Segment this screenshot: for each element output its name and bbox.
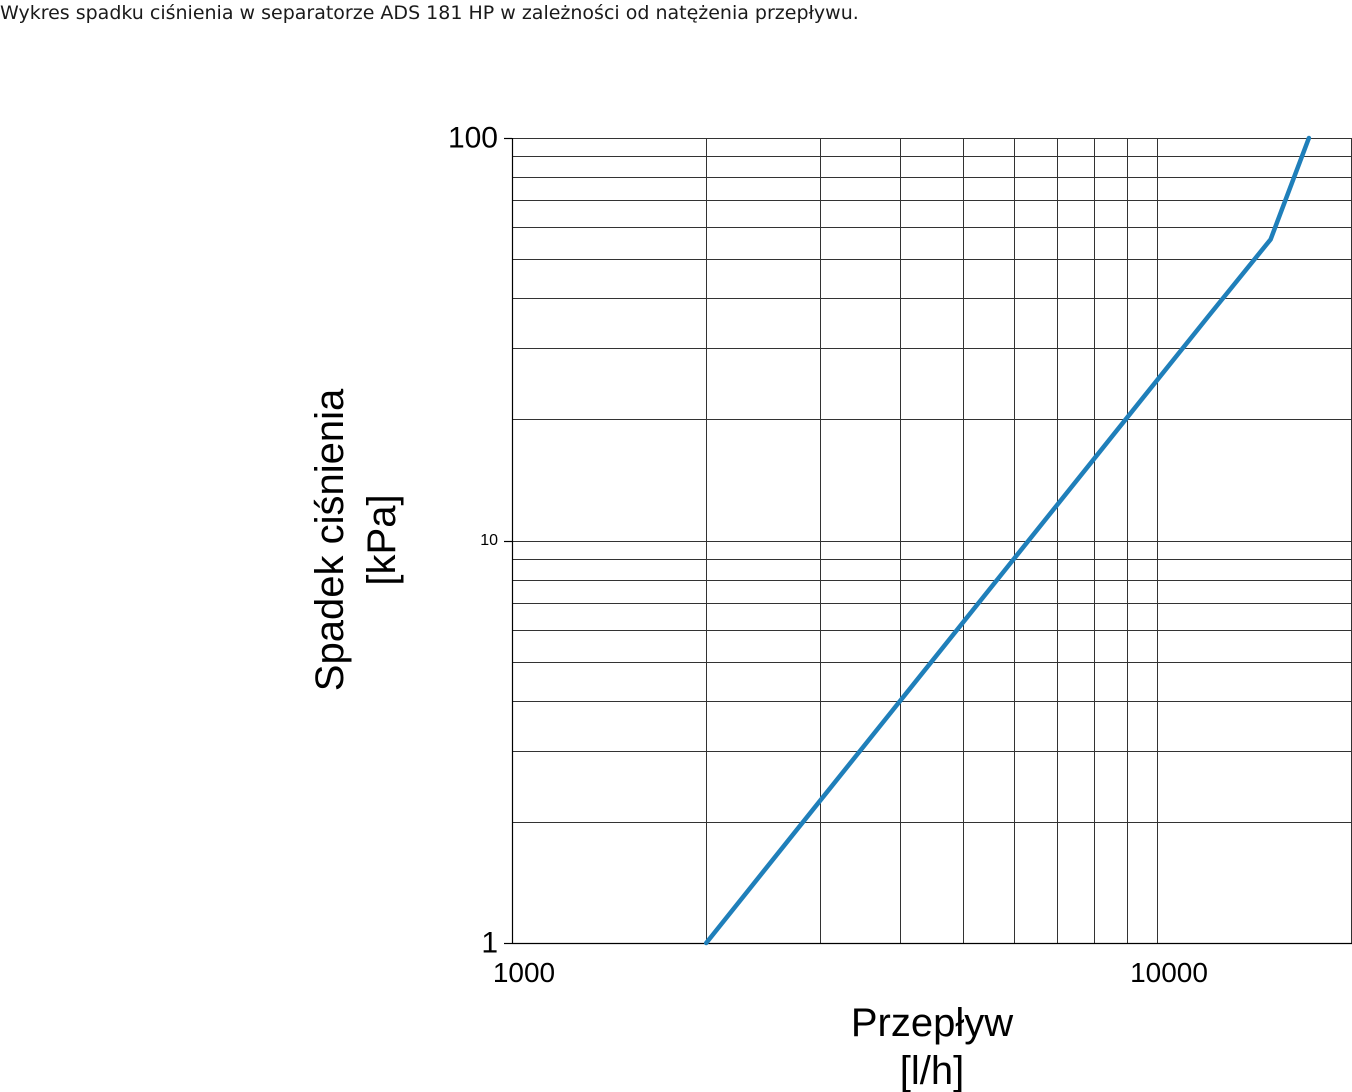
x-axis-title: Przepływ bbox=[851, 1001, 1013, 1045]
chart-caption: Wykres spadku ciśnienia w separatorze AD… bbox=[0, 2, 859, 24]
axis-titles: Przepływ[l/h] Spadek ciśnienia [kPa] bbox=[308, 388, 1013, 1092]
x-tick-label: 1000 bbox=[493, 957, 555, 988]
series-line bbox=[703, 135, 1312, 946]
series-layer bbox=[703, 135, 1312, 946]
x-tick-label: 10000 bbox=[1130, 957, 1208, 988]
y-tick-label: 10 bbox=[480, 532, 498, 549]
tick-labels: 1 10 100 1000 10000 bbox=[448, 122, 1208, 989]
y-tick-label: 100 bbox=[448, 122, 498, 155]
y-axis-title: Spadek ciśnienia bbox=[308, 388, 352, 691]
y-axis-unit: [kPa] bbox=[360, 494, 404, 585]
grid bbox=[504, 137, 1352, 945]
y-tick-label: 1 bbox=[481, 927, 498, 960]
x-axis-unit: [l/h] bbox=[900, 1049, 964, 1092]
